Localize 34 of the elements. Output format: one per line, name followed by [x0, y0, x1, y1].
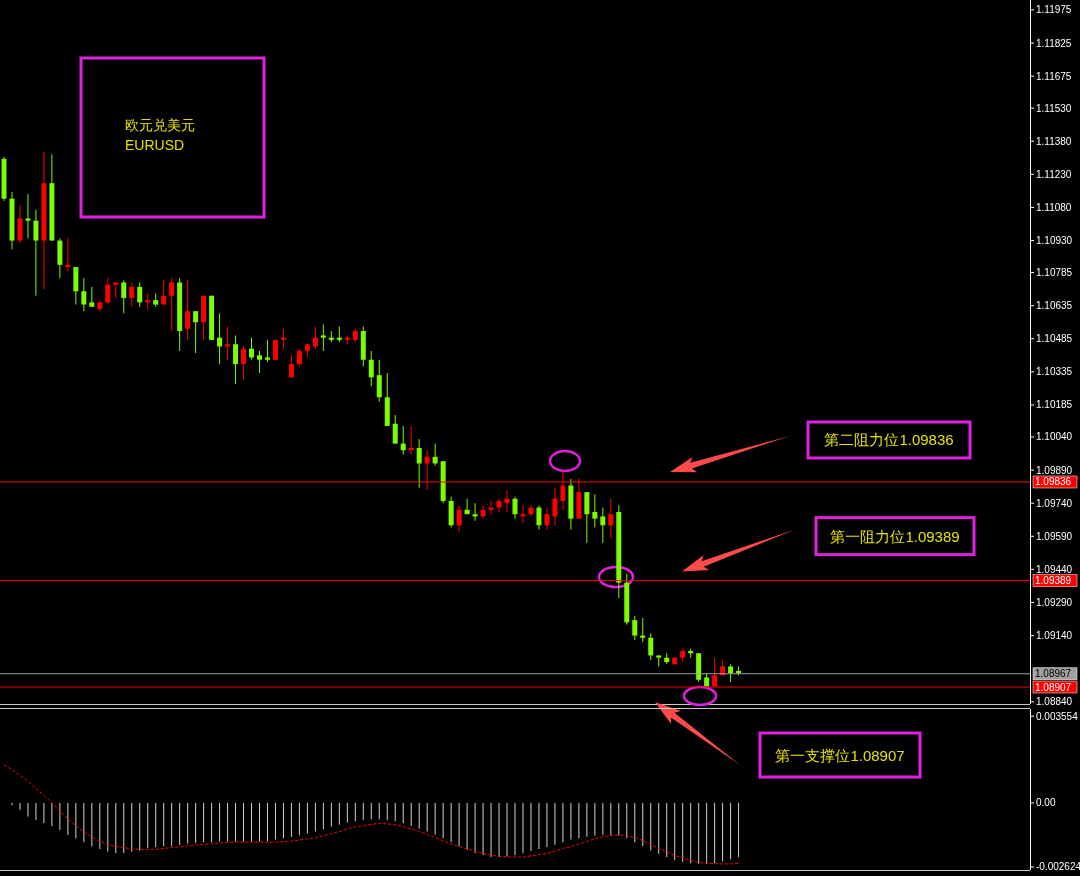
- y-tick-label: -0.002624: [1036, 861, 1080, 873]
- y-tick-label: 1.11530: [1036, 102, 1072, 114]
- y-tick-label: 1.08840: [1036, 696, 1073, 708]
- y-tick-label: 1.09590: [1036, 530, 1073, 542]
- y-tick-label: 1.10185: [1036, 399, 1073, 411]
- y-tick-label: 1.11675: [1036, 70, 1072, 82]
- y-tick-label: 1.09890: [1036, 464, 1073, 476]
- y-tick-label: 1.09440: [1036, 563, 1073, 575]
- ref-line-label: 1.08967: [1035, 668, 1072, 680]
- line-series: [3, 764, 740, 865]
- annotation: 欧元兑美元: [125, 117, 195, 133]
- y-tick-label: 1.10040: [1036, 431, 1073, 443]
- ref-line-label: 1.09836: [1035, 476, 1072, 488]
- y-tick-label: 1.10785: [1036, 267, 1073, 279]
- ref-line-label: 1.08907: [1035, 681, 1072, 693]
- y-tick-label: 1.11975: [1036, 4, 1072, 16]
- y-tick-label: 1.11080: [1036, 201, 1072, 213]
- ref-line-label: 1.09389: [1035, 575, 1072, 587]
- y-tick-label: 1.09740: [1036, 497, 1073, 509]
- y-tick-label: 1.11230: [1036, 168, 1072, 180]
- y-tick-label: 1.11825: [1036, 37, 1072, 49]
- y-tick-label: 1.10635: [1036, 300, 1073, 312]
- y-tick-label: 1.10335: [1036, 366, 1073, 378]
- y-tick-label: 1.10930: [1036, 235, 1073, 247]
- y-tick-label: 0.00: [1036, 797, 1056, 809]
- annotation: 第二阻力位1.09836: [824, 431, 954, 449]
- y-tick-label: 1.10485: [1036, 333, 1073, 345]
- y-tick-label: 0.003554: [1036, 710, 1079, 722]
- y-tick-label: 1.09290: [1036, 596, 1073, 608]
- annotation: EURUSD: [125, 137, 185, 153]
- annotation: 第一阻力位1.09389: [830, 527, 960, 545]
- annotation: 第一支撑位1.08907: [775, 746, 905, 764]
- y-tick-label: 1.09140: [1036, 630, 1073, 642]
- y-tick-label: 1.11380: [1036, 135, 1072, 147]
